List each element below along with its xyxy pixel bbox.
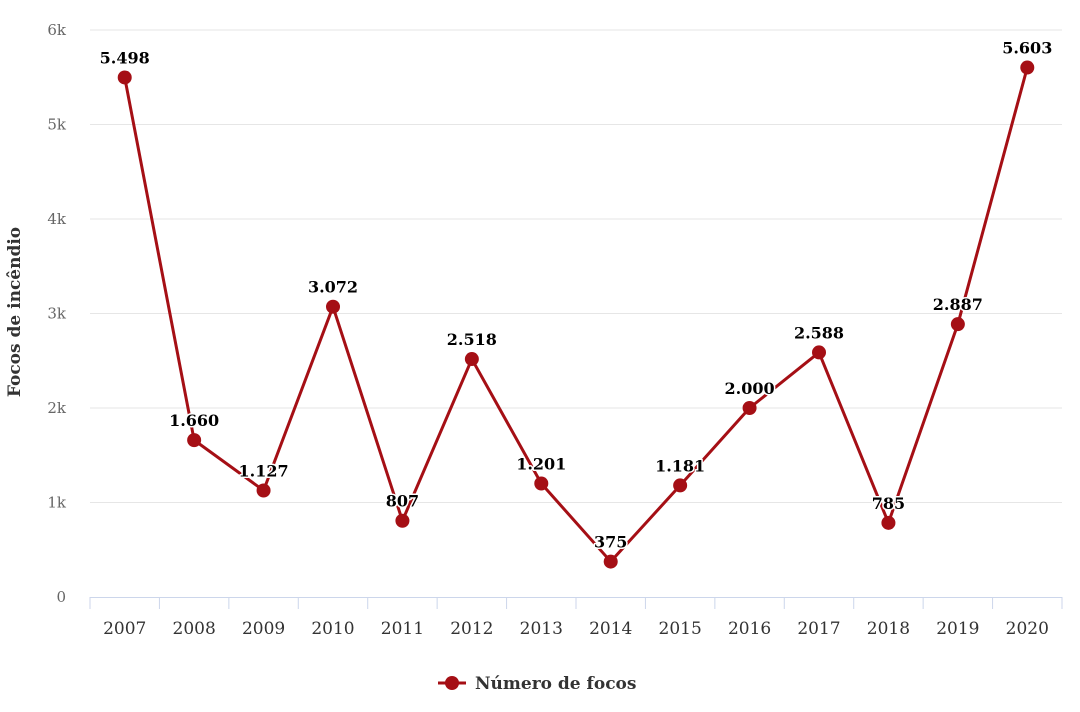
y-tick-label: 2k (47, 399, 67, 417)
x-tick-label: 2007 (103, 619, 146, 639)
data-point[interactable] (187, 433, 202, 448)
data-label: 1.181 (655, 456, 705, 475)
data-label: 1.201 (516, 455, 566, 474)
y-axis-ticks: 0 1k 2k 3k 4k 5k 6k (47, 21, 67, 606)
data-label: 2.000 (725, 379, 775, 398)
grid-lines (90, 29, 1062, 503)
data-point[interactable] (117, 70, 132, 85)
y-axis-title: Focos de incêndio (5, 227, 25, 397)
x-tick-label: 2014 (589, 619, 632, 639)
x-tick-label: 2012 (450, 619, 493, 639)
y-tick-label: 4k (47, 210, 67, 228)
data-label: 785 (872, 494, 905, 513)
x-tick-label: 2015 (659, 619, 702, 639)
x-tick-label: 2008 (173, 619, 216, 639)
y-tick-label: 3k (47, 305, 67, 323)
y-tick-label: 1k (47, 494, 67, 512)
x-tick-label: 2009 (242, 619, 285, 639)
y-tick-label: 0 (56, 588, 66, 606)
data-label: 807 (386, 492, 419, 511)
data-point[interactable] (950, 317, 965, 332)
data-label: 375 (594, 533, 627, 552)
data-point[interactable] (812, 345, 826, 360)
data-point[interactable] (1020, 60, 1035, 75)
data-label: 5.603 (1002, 39, 1052, 58)
x-tick-label: 2018 (867, 619, 910, 639)
data-label: 3.072 (308, 278, 358, 297)
data-point[interactable] (881, 515, 896, 530)
data-label: 1.127 (239, 461, 289, 480)
data-point[interactable] (673, 478, 688, 493)
series-group (117, 60, 1035, 569)
x-tick-label: 2011 (381, 619, 424, 639)
data-point[interactable] (534, 476, 549, 491)
legend-label: Número de focos (475, 674, 636, 694)
data-label: 2.588 (794, 323, 844, 342)
legend-marker-symbol (445, 676, 459, 690)
series-line (123, 66, 1029, 564)
x-axis-ticks: 2007 2008 2009 2010 2011 2012 2013 2014 2015 2016… (89, 597, 1063, 639)
data-point[interactable] (464, 352, 479, 367)
data-label: 2.887 (933, 295, 983, 314)
x-tick-label: 2013 (520, 619, 563, 639)
data-point[interactable] (326, 299, 340, 314)
data-label: 5.498 (100, 48, 150, 67)
legend[interactable]: Número de focos (438, 674, 636, 694)
data-point[interactable] (395, 513, 410, 528)
y-tick-label: 5k (47, 116, 67, 134)
x-tick-label: 2020 (1006, 619, 1049, 639)
x-tick-label: 2016 (728, 619, 771, 639)
data-label: 1.660 (169, 411, 219, 430)
x-tick-label: 2017 (797, 619, 840, 639)
data-label: 2.518 (447, 330, 497, 349)
y-tick-label: 6k (47, 21, 67, 39)
data-labels: 5.498 1.660 1.127 3.072 807 2.518 1.201 375 1.18… (98, 37, 1054, 553)
data-point[interactable] (742, 401, 757, 415)
x-tick-label: 2019 (936, 619, 979, 639)
x-tick-label: 2010 (311, 619, 354, 639)
data-point[interactable] (603, 554, 618, 569)
data-point[interactable] (256, 483, 271, 498)
